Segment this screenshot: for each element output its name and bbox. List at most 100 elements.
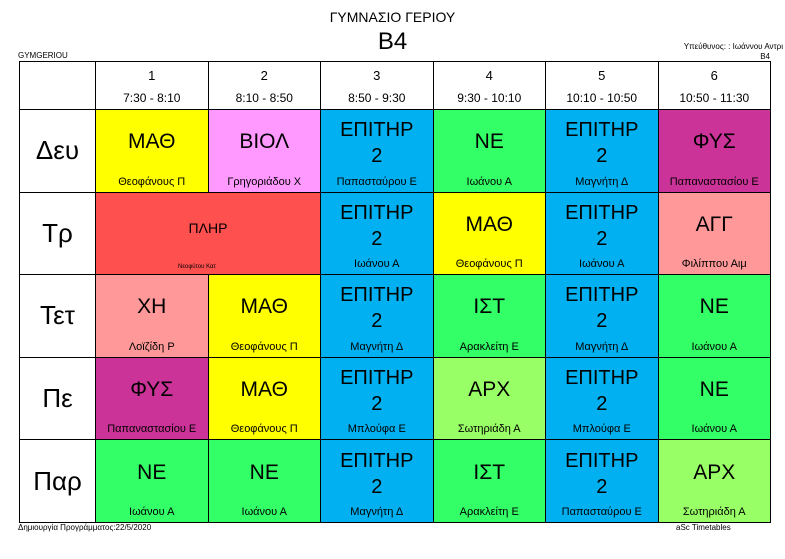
teacher-label: Παπασταύρου Ε [561, 505, 642, 518]
period-number: 2 [260, 68, 268, 83]
subject-label: ΕΠΙΤΗΡ 2 [340, 367, 414, 416]
subject-label: ΑΡΧ [693, 460, 736, 484]
subject-label: ΜΑΘ [465, 212, 513, 236]
teacher-label: Ιωάνου Α [691, 340, 737, 353]
day-label: Τρ [19, 191, 96, 276]
period-time: 9:30 - 10:10 [457, 91, 522, 105]
lesson-cell[interactable]: ΧΗ Λοϊζίδη Ρ [95, 274, 209, 358]
subject-label: ΜΑΘ [240, 295, 288, 319]
period-number: 1 [148, 68, 156, 83]
lesson-cell[interactable]: ΕΠΙΤΗΡ 2 Παπασταύρου Ε [320, 109, 434, 193]
lesson-cell[interactable]: ΕΠΙΤΗΡ 2 Μαγνήτη Δ [320, 274, 434, 358]
teacher-label: Ιωάνου Α [129, 505, 175, 518]
teacher-label: Μπλούφα Ε [572, 423, 631, 436]
teacher-label: Σωτηριάδη Α [457, 423, 521, 436]
lesson-cell[interactable]: ΕΠΙΤΗΡ 2 Παπασταύρου Ε [545, 439, 659, 523]
lesson-cell[interactable]: ΕΠΙΤΗΡ 2 Ιωάνου Α [545, 191, 659, 276]
teacher-label: Γρηγοριάδου Χ [227, 175, 302, 188]
class-title: Β4 [377, 28, 408, 55]
created-date: Δημιουργία Προγράμματος:22/5/2020 [18, 523, 152, 532]
lesson-cell[interactable]: ΜΑΘ Θεοφάνους Π [95, 109, 209, 193]
day-row: Πε ΦΥΣ Παπαναστασίου Ε ΜΑΘ Θεοφάνους Π ΕΠΙΤΗΡ… [19, 356, 771, 441]
period-header-3: 3 8:50 - 9:30 [320, 61, 434, 110]
period-time: 8:50 - 9:30 [348, 91, 406, 105]
period-time: 10:50 - 11:30 [679, 91, 750, 105]
teacher-label: Ιωάνου Α [354, 258, 400, 271]
responsible-teacher: Υπεύθυνος: : Ιωάννου Αντρι [683, 42, 783, 51]
lesson-cell[interactable]: ΝΕ Ιωάνου Α [657, 356, 771, 441]
lesson-cell[interactable]: ΕΠΙΤΗΡ 2 Ιωάνου Α [320, 191, 434, 276]
subject-label: ΕΠΙΤΗΡ 2 [565, 201, 639, 250]
day-row: Τρ ΠΛΗΡ Νεοφύτου Κατ ΕΠΙΤΗΡ 2 Ιωάνου Α ΜΑΘ Θεο… [19, 191, 771, 276]
period-header-1: 1 7:30 - 8:10 [95, 61, 209, 110]
teacher-label: Μαγνήτη Δ [575, 340, 629, 353]
subject-label: ΧΗ [137, 295, 167, 319]
subject-label: ΝΕ [699, 295, 729, 319]
subject-label: ΦΥΣ [692, 130, 736, 154]
teacher-label: Ιωάνου Α [466, 175, 512, 188]
subject-label: ΕΠΙΤΗΡ 2 [340, 119, 414, 168]
subject-label: ΝΕ [249, 460, 279, 484]
day-row: Δευ ΜΑΘ Θεοφάνους Π ΒΙΟΛ Γρηγοριάδου Χ ΕΠΙΤΗΡ… [19, 109, 771, 193]
teacher-label: Θεοφάνους Π [230, 340, 298, 353]
subject-label: ΠΛΗΡ [188, 220, 228, 237]
subject-label: ΕΠΙΤΗΡ 2 [565, 367, 639, 416]
subject-label: ΕΠΙΤΗΡ 2 [565, 119, 639, 168]
lesson-cell[interactable]: ΙΣΤ Αρακλείτη Ε [432, 274, 546, 358]
teacher-label: Σωτηριάδη Α [682, 505, 746, 518]
period-header-row: 1 7:30 - 8:10 2 8:10 - 8:50 3 8:50 - 9:30 4 9:3… [19, 61, 771, 110]
period-header-2: 2 8:10 - 8:50 [207, 61, 321, 110]
lesson-cell[interactable]: ΝΕ Ιωάνου Α [95, 439, 209, 523]
lesson-cell[interactable]: ΜΑΘ Θεοφάνους Π [207, 274, 321, 358]
subject-label: ΜΑΘ [240, 378, 288, 402]
teacher-label: Μπλούφα Ε [347, 423, 406, 436]
lesson-cell[interactable]: ΑΡΧ Σωτηριάδη Α [432, 356, 546, 441]
lesson-cell[interactable]: ΦΥΣ Παπαναστασίου Ε [95, 356, 209, 441]
lesson-cell[interactable]: ΕΠΙΤΗΡ 2 Μαγνήτη Δ [545, 274, 659, 358]
lesson-cell[interactable]: ΑΓΓ Φιλίππου Αιμ [657, 191, 771, 276]
lesson-cell[interactable]: ΝΕ Ιωάνου Α [657, 274, 771, 358]
period-number: 6 [710, 68, 718, 83]
lesson-cell[interactable]: ΝΕ Ιωάνου Α [432, 109, 546, 193]
lesson-cell[interactable]: ΝΕ Ιωάνου Α [207, 439, 321, 523]
teacher-label: Μαγνήτη Δ [575, 175, 629, 188]
lesson-cell[interactable]: ΒΙΟΛ Γρηγοριάδου Χ [207, 109, 321, 193]
period-header-5: 5 10:10 - 10:50 [545, 61, 659, 110]
lesson-cell[interactable]: ΕΠΙΤΗΡ 2 Μαγνήτη Δ [545, 109, 659, 193]
period-number: 4 [485, 68, 493, 83]
teacher-label: Αρακλείτη Ε [459, 340, 519, 353]
teacher-label: Αρακλείτη Ε [459, 505, 519, 518]
subject-label: ΝΕ [137, 460, 167, 484]
teacher-label: Φιλίππου Αιμ [681, 258, 747, 271]
lesson-cell[interactable]: ΠΛΗΡ Νεοφύτου Κατ [95, 191, 321, 276]
lesson-cell[interactable]: ΕΠΙΤΗΡ 2 Μπλούφα Ε [320, 356, 434, 441]
subject-label: ΙΣΤ [473, 295, 506, 319]
subject-label: ΕΠΙΤΗΡ 2 [565, 284, 639, 333]
subject-label: ΒΙΟΛ [239, 130, 290, 154]
day-label: Τετ [19, 274, 96, 358]
lesson-cell[interactable]: ΜΑΘ Θεοφάνους Π [432, 191, 546, 276]
lesson-cell[interactable]: ΕΠΙΤΗΡ 2 Μπλούφα Ε [545, 356, 659, 441]
period-time: 7:30 - 8:10 [123, 91, 181, 105]
teacher-label: Μαγνήτη Δ [350, 340, 404, 353]
teacher-label: Μαγνήτη Δ [350, 505, 404, 518]
lesson-cell[interactable]: ΑΡΧ Σωτηριάδη Α [657, 439, 771, 523]
teacher-label: Ιωάνου Α [241, 505, 287, 518]
lesson-cell[interactable]: ΦΥΣ Παπαναστασίου Ε [657, 109, 771, 193]
day-label: Παρ [19, 439, 96, 523]
subject-label: ΕΠΙΤΗΡ 2 [565, 449, 639, 498]
lesson-cell[interactable]: ΙΣΤ Αρακλείτη Ε [432, 439, 546, 523]
subject-label: ΕΠΙΤΗΡ 2 [340, 449, 414, 498]
school-code: GYMGERIOU [18, 51, 68, 60]
teacher-label: Ιωάνου Α [691, 423, 737, 436]
period-number: 5 [598, 68, 606, 83]
subject-label: ΜΑΘ [128, 130, 176, 154]
lesson-cell[interactable]: ΜΑΘ Θεοφάνους Π [207, 356, 321, 441]
subject-label: ΝΕ [699, 378, 729, 402]
responsible-class: Β4 [760, 52, 770, 61]
lesson-cell[interactable]: ΕΠΙΤΗΡ 2 Μαγνήτη Δ [320, 439, 434, 523]
teacher-label: Θεοφάνους Π [118, 175, 186, 188]
teacher-label: Λοϊζίδη Ρ [128, 340, 175, 353]
teacher-label: Παπαναστασίου Ε [107, 423, 197, 436]
teacher-label: Θεοφάνους Π [230, 423, 298, 436]
